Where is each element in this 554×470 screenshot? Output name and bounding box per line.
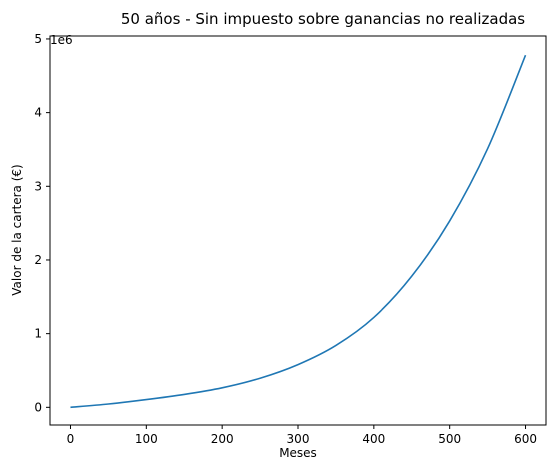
x-tick-label: 100 <box>135 432 158 446</box>
x-tick-label: 400 <box>362 432 385 446</box>
y-tick-label: 1 <box>34 327 42 341</box>
plot-area-frame <box>49 35 547 426</box>
x-tick-label: 300 <box>287 432 310 446</box>
y-axis-offset-label: 1e6 <box>50 33 73 47</box>
series-layer <box>70 54 527 409</box>
chart-title: 50 años - Sin impuesto sobre ganancias n… <box>121 10 525 28</box>
y-tick-label: 0 <box>34 400 42 414</box>
y-tick-label: 3 <box>34 179 42 193</box>
x-tick-label: 600 <box>514 432 537 446</box>
series-line <box>70 54 527 409</box>
y-axis-label: Valor de la cartera (€) <box>10 164 24 295</box>
y-axis: 0 1 2 3 4 5 <box>34 32 50 414</box>
y-tick-label: 4 <box>34 106 42 120</box>
x-tick-label: 200 <box>211 432 234 446</box>
y-tick-label: 2 <box>34 253 42 267</box>
y-tick-label: 5 <box>34 32 42 46</box>
x-tick-label: 0 <box>67 432 75 446</box>
x-axis: 0 100 200 300 400 500 600 <box>67 425 537 446</box>
x-tick-label: 500 <box>438 432 461 446</box>
x-axis-label: Meses <box>279 446 317 460</box>
